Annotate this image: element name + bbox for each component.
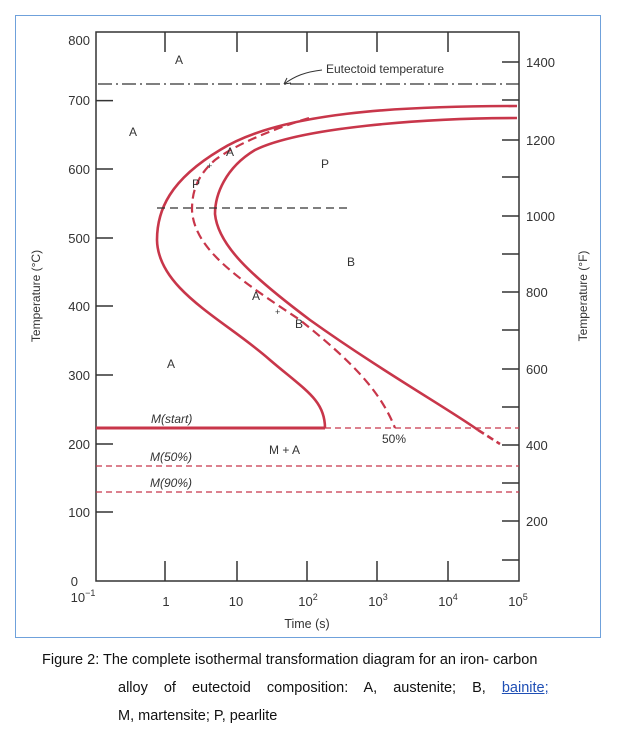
left-ticks [96,99,113,513]
f-tick-600: 600 [526,362,548,377]
x-ticks [164,32,449,581]
y-tick-800: 800 [68,33,90,48]
y-tick-500: 500 [68,231,90,246]
y-tick-0: 0 [71,574,78,589]
y-tick-700: 700 [68,93,90,108]
ttt-diagram: 800 700 600 500 400 300 200 100 0 1400 1… [29,31,590,631]
eutectoid-arrow [283,69,323,85]
label-m-90: M(90%) [150,476,192,490]
y-axis-label-right: Temperature (°F) [576,251,590,342]
label-a-upper: A [226,145,234,159]
caption-line-1: Figure 2: The complete isothermal transf… [42,652,538,668]
transformation-finish-curve [213,116,518,432]
x-tick-1: 1 [162,594,169,609]
x-tick-1000: 103 [368,592,387,609]
region-austenite-left: A [129,125,137,139]
y-tick-100: 100 [68,505,90,520]
label-plus-lower: + [275,307,280,317]
caption-line-3: M, martensite; P, pearlite [118,708,278,724]
label-p: P [192,177,200,191]
x-tick-10000: 104 [438,592,457,609]
region-martensite-austenite: M + A [269,443,300,457]
finish-curve-extrapolated [477,428,501,446]
region-bainite: B [347,255,355,269]
y-tick-300: 300 [68,368,90,383]
f-tick-1200: 1200 [526,133,555,148]
caption-line-2: alloy of eutectoid composition: A, auste… [118,680,549,696]
f-tick-1000: 1000 [526,209,555,224]
y-tick-200: 200 [68,437,90,452]
x-tick-10: 10 [229,594,243,609]
f-tick-1400: 1400 [526,55,555,70]
f-tick-200: 200 [526,514,548,529]
label-b-lower: B [295,317,303,331]
label-a-lower: A [252,289,260,303]
plot-frame [95,31,520,582]
region-austenite-top: A [175,53,183,67]
y-axis-label-left: Temperature (°C) [29,250,43,342]
transformation-start-curve [155,104,518,429]
caption-bainite-spellcheck: bainite; [501,680,549,696]
f-tick-800: 800 [526,285,548,300]
label-fifty-percent: 50% [382,432,406,446]
region-austenite-lower: A [167,357,175,371]
figure-frame [15,15,601,638]
region-pearlite: P [321,157,329,171]
x-axis-label: Time (s) [284,617,329,631]
eutectoid-label: Eutectoid temperature [326,62,444,76]
label-m-50: M(50%) [150,450,192,464]
x-tick-0.1: 10−1 [71,588,96,605]
y-tick-400: 400 [68,299,90,314]
label-plus-upper: + [207,161,212,171]
f-tick-400: 400 [526,438,548,453]
label-m-start: M(start) [151,412,192,426]
right-ticks [502,61,519,561]
y-tick-600: 600 [68,162,90,177]
x-tick-100: 102 [298,592,317,609]
caption-line-2-text: alloy of eutectoid composition: A, auste… [118,680,486,696]
fifty-percent-curve [190,116,397,429]
x-tick-100000: 105 [508,592,527,609]
arrow-head-icon [283,77,292,85]
